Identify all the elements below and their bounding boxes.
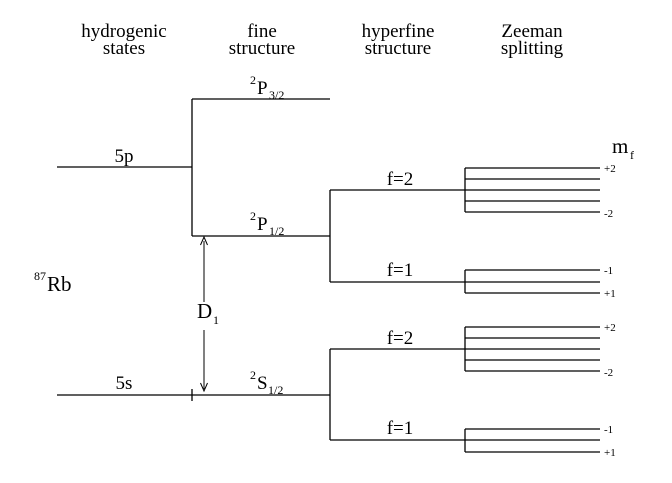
zeeman-s-f2-top-label: +2 (604, 322, 616, 334)
fine-structure-p (191, 98, 330, 237)
level-2s12-sup: 2 (250, 368, 256, 382)
atom-symbol: Rb (47, 272, 72, 296)
hydrogenic-5p: 5p (57, 146, 192, 168)
mf-letter: m (612, 134, 628, 158)
level-5p-label: 5p (115, 146, 134, 167)
zeeman-p-f2-top-label: +2 (604, 163, 616, 175)
level-2s12-label: 2 S 1/2 (250, 368, 283, 397)
d1-subscript: 1 (213, 313, 219, 327)
d1-arrowhead-up-icon (200, 235, 208, 246)
level-2p12-sup: 2 (250, 209, 256, 223)
level-2p32-sup: 2 (250, 73, 256, 87)
d1-arrowhead-down-icon (200, 382, 208, 393)
zeeman-p-f2-bottom-label: -2 (604, 208, 613, 220)
hyperfine-p: f=2 f=1 (329, 169, 465, 283)
level-2p32-label: 2 P 3/2 (250, 73, 284, 102)
zeeman-p-f1-bottom-label: +1 (604, 288, 616, 300)
zeeman-s-f1-bottom-label: +1 (604, 447, 616, 459)
level-2s12-sub: 1/2 (268, 383, 283, 397)
heading-zeeman-line1: Zeeman (501, 21, 563, 42)
heading-hydrogenic-line2: states (103, 38, 145, 59)
heading-fine-line1: fine (247, 21, 277, 42)
heading-zeeman-line2: splitting (501, 38, 564, 59)
hydrogenic-5s: 5s (57, 373, 192, 396)
zeeman-p-f1: -1 +1 (464, 265, 616, 300)
level-s-f2-label: f=2 (387, 328, 414, 349)
zeeman-p-f1-top-label: -1 (604, 265, 613, 277)
level-2p12-sub: 1/2 (269, 224, 284, 238)
level-2p12-letter: P (257, 214, 268, 235)
heading-fine-line2: structure (229, 38, 295, 59)
fine-structure-s (191, 389, 330, 401)
mf-subscript: f (630, 148, 634, 162)
level-2p12-label: 2 P 1/2 (250, 209, 284, 238)
atom-label: 87 Rb (34, 269, 72, 296)
zeeman-s-f2-bottom-label: -2 (604, 367, 613, 379)
zeeman-p-f2: +2 -2 (464, 163, 616, 220)
heading-hyperfine-line2: structure (365, 38, 431, 59)
zeeman-s-f2: +2 -2 (464, 322, 616, 379)
atom-mass-number: 87 (34, 269, 46, 283)
level-p-f1-label: f=1 (387, 260, 414, 281)
hyperfine-s: f=2 f=1 (329, 328, 465, 441)
column-headings: hydrogenic states fine structure hyperfi… (81, 21, 563, 59)
zeeman-s-f1-top-label: -1 (604, 424, 613, 436)
level-p-f2-label: f=2 (387, 169, 414, 190)
level-2s12-letter: S (257, 373, 268, 394)
d1-letter: D (197, 299, 212, 323)
level-2p32-sub: 3/2 (269, 88, 284, 102)
level-5s-label: 5s (116, 373, 133, 394)
mf-header: m f (612, 134, 634, 162)
zeeman-s-f1: -1 +1 (464, 424, 616, 459)
heading-hydrogenic-line1: hydrogenic (81, 21, 166, 42)
d1-transition: D 1 (197, 235, 219, 393)
level-2p32-letter: P (257, 78, 268, 99)
heading-hyperfine-line1: hyperfine (362, 21, 435, 42)
level-s-f1-label: f=1 (387, 418, 414, 439)
